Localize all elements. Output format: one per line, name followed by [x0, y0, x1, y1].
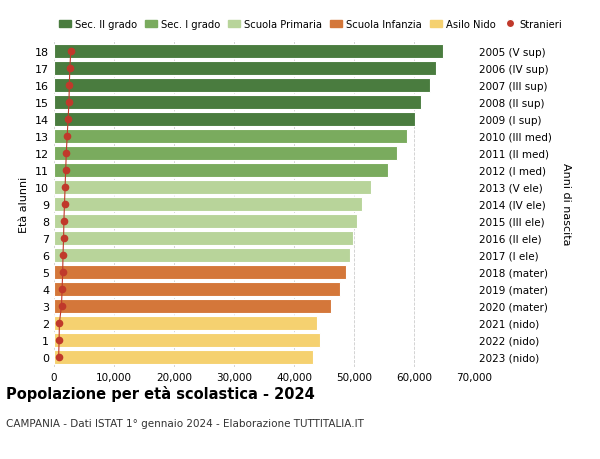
- Bar: [54, 146, 397, 160]
- Bar: [54, 78, 430, 92]
- Y-axis label: Età alunni: Età alunni: [19, 176, 29, 232]
- Bar: [54, 129, 407, 143]
- Bar: [54, 231, 353, 245]
- Bar: [54, 316, 317, 330]
- Bar: [54, 180, 371, 194]
- Bar: [54, 350, 313, 364]
- Bar: [54, 214, 357, 228]
- Bar: [54, 45, 443, 58]
- Bar: [54, 333, 320, 347]
- Bar: [54, 95, 421, 109]
- Text: CAMPANIA - Dati ISTAT 1° gennaio 2024 - Elaborazione TUTTITALIA.IT: CAMPANIA - Dati ISTAT 1° gennaio 2024 - …: [6, 418, 364, 428]
- Bar: [54, 282, 340, 296]
- Text: Popolazione per età scolastica - 2024: Popolazione per età scolastica - 2024: [6, 386, 315, 402]
- Bar: [54, 299, 331, 313]
- Bar: [54, 112, 415, 126]
- Bar: [54, 62, 436, 75]
- Bar: [54, 197, 362, 211]
- Legend: Sec. II grado, Sec. I grado, Scuola Primaria, Scuola Infanzia, Asilo Nido, Stran: Sec. II grado, Sec. I grado, Scuola Prim…: [59, 20, 563, 30]
- Bar: [54, 163, 388, 177]
- Bar: [54, 265, 346, 279]
- Y-axis label: Anni di nascita: Anni di nascita: [561, 163, 571, 246]
- Bar: [54, 248, 350, 262]
